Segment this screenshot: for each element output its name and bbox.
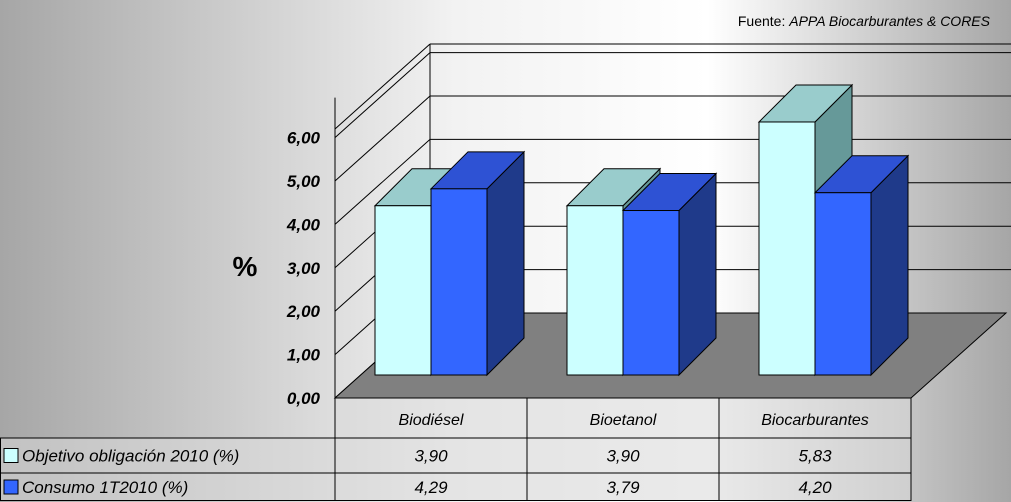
y-tick-label: 6,00 (287, 129, 321, 148)
source-label: Fuente: (738, 13, 789, 29)
legend-swatch (3, 448, 19, 463)
legend-swatch (3, 479, 19, 495)
bar-side (486, 150, 525, 377)
chart-walls (334, 43, 1011, 399)
y-axis: 0,00 1,00 2,00 3,00 4,00 5,00 6,00 (286, 129, 321, 408)
y-tick-label: 3,00 (287, 259, 321, 278)
y-tick-label: 2,00 (286, 302, 321, 321)
y-tick-label: 5,00 (287, 172, 321, 191)
x-tick-label: Bioetanol (590, 412, 657, 429)
legend-entry: Consumo 1T2010 (%) (22, 478, 188, 497)
source-note: Fuente: APPA Biocarburantes & CORES (738, 13, 991, 29)
y-tick-label: 0,00 (287, 389, 321, 408)
x-tick-label: Biodiésel (399, 412, 464, 429)
data-label: 5,83 (798, 447, 832, 466)
x-tick-label: Biocarburantes (761, 412, 869, 429)
bar (758, 121, 816, 376)
data-label: 3,90 (606, 447, 640, 466)
y-axis-label: % (233, 251, 258, 282)
data-label: 4,29 (414, 478, 448, 497)
gridline-diagonal (334, 139, 431, 225)
bar-side (870, 154, 909, 377)
gridline-diagonal (334, 95, 431, 182)
table-legend-cells (0, 438, 335, 501)
y-tick-label: 1,00 (287, 346, 321, 365)
data-label: 3,79 (606, 478, 640, 497)
legend-entry: Objetivo obligación 2010 (%) (22, 447, 239, 466)
table-body (335, 398, 911, 501)
bar (374, 205, 432, 376)
data-label: 4,20 (798, 478, 832, 497)
y-tick-label: 4,00 (286, 215, 321, 234)
data-label: 3,90 (414, 447, 448, 466)
gridline-diagonal (334, 43, 431, 130)
bar (430, 188, 488, 376)
source-text: APPA Biocarburantes & CORES (788, 13, 990, 29)
data-table: Biodiésel Bioetanol Biocarburantes Objetivo… (0, 397, 912, 501)
bar (814, 192, 872, 376)
gridline-diagonal (334, 52, 431, 138)
bar (622, 210, 680, 376)
bar-group (373, 83, 910, 377)
bar (566, 205, 624, 376)
